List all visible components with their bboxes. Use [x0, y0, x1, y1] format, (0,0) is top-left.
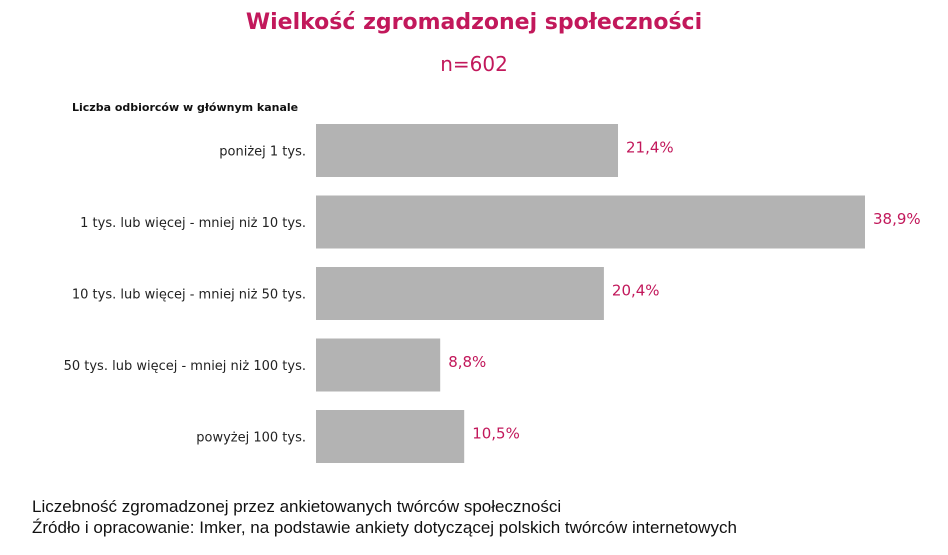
footer-source: Źródło i opracowanie: Imker, na podstawi… [32, 518, 737, 537]
chart-subtitle: n=602 [440, 52, 508, 76]
category-label: 1 tys. lub więcej - mniej niż 10 tys. [80, 216, 306, 231]
value-label: 10,5% [472, 425, 520, 443]
category-label: 10 tys. lub więcej - mniej niż 50 tys. [72, 288, 306, 303]
category-label: powyżej 100 tys. [196, 431, 306, 446]
value-label: 21,4% [626, 139, 674, 157]
value-label: 20,4% [612, 282, 660, 300]
bar [316, 195, 865, 249]
footer: Liczebność zgromadzonej przez ankietowan… [32, 496, 737, 538]
bar [316, 124, 619, 177]
y-axis-label: Liczba odbiorców w głównym kanale [72, 101, 299, 114]
bar [316, 267, 604, 320]
bar [316, 338, 441, 392]
bar [316, 410, 465, 463]
category-label: 50 tys. lub więcej - mniej niż 100 tys. [64, 359, 306, 374]
value-label: 8,8% [448, 353, 486, 371]
chart-title: Wielkość zgromadzonej społeczności [245, 10, 703, 35]
footer-caption: Liczebność zgromadzonej przez ankietowan… [32, 497, 562, 516]
value-label: 38,9% [873, 210, 921, 228]
category-label: poniżej 1 tys. [219, 145, 306, 160]
bar-chart: poniżej 1 tys. 21,4% 1 tys. lub więcej - m… [64, 124, 921, 463]
